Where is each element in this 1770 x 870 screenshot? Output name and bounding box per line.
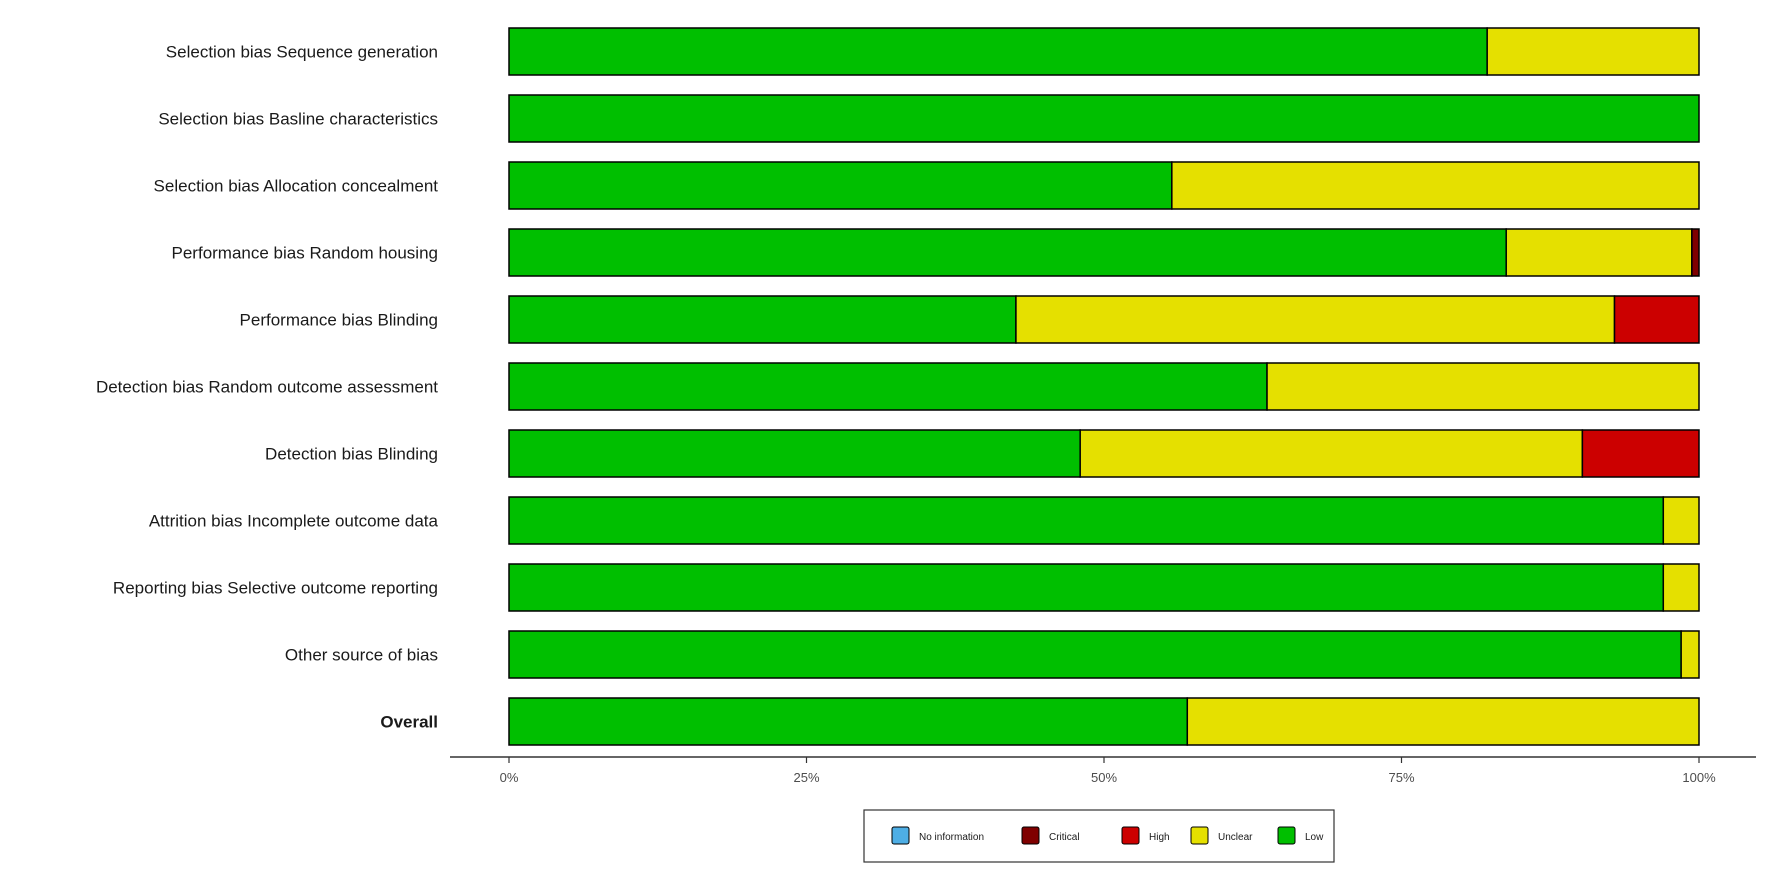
bar-segment-unclear [1186,697,1700,746]
legend-item: Low [1277,826,1324,845]
bar-segment-low [508,362,1268,411]
bar-row: Detection bias Blinding [265,429,1700,478]
legend-item: Critical [1021,826,1080,845]
x-tick-label: 0% [500,770,519,785]
category-label: Attrition bias Incomplete outcome data [149,512,439,531]
bar-row: Selection bias Basline characteristics [158,94,1700,143]
legend-item: No information [891,826,984,845]
legend: No information Critical High Unclear Low [863,809,1335,863]
bar-segment-high [1581,429,1700,478]
chart-rows: Selection bias Sequence generation Select… [96,27,1700,746]
legend-label: High [1149,832,1170,843]
bar-segment-unclear [1079,429,1584,478]
x-tick-label: 75% [1388,770,1414,785]
bar-segment-unclear [1680,630,1700,679]
bar-segment-unclear [1015,295,1616,344]
bar-segment-low [508,429,1081,478]
category-label: Selection bias Sequence generation [166,43,438,62]
bar-segment-low [508,27,1488,76]
category-label: Selection bias Basline characteristics [158,110,438,129]
x-axis: 0% 25% 50% 75% 100% [450,756,1756,785]
bar-segment-unclear [1486,27,1700,76]
bar-segment-unclear [1662,563,1700,612]
bar-row: Detection bias Random outcome assessment [96,362,1700,411]
category-label: Selection bias Allocation concealment [154,177,439,196]
bar-segment-low [508,563,1665,612]
bar-segment-unclear [1171,161,1700,210]
legend-label: Critical [1049,832,1080,843]
legend-swatch [1121,826,1140,845]
bar-segment-low [508,630,1682,679]
bar-segment-unclear [1662,496,1700,545]
bar-segment-unclear [1266,362,1700,411]
bar-segment-low [508,697,1189,746]
bar-segment-low [508,228,1507,277]
bar-segment-high [1613,295,1700,344]
bar-row: Attrition bias Incomplete outcome data [149,496,1700,545]
legend-item: Unclear [1190,826,1253,845]
bar-segment-low [508,295,1017,344]
bar-segment-low [508,496,1665,545]
bar-row: Performance bias Blinding [240,295,1700,344]
bar-row: Performance bias Random housing [172,228,1700,277]
bar-segment-low [508,94,1700,143]
legend-swatch [891,826,910,845]
bar-row: Selection bias Sequence generation [166,27,1700,76]
bar-segment-critical [1691,228,1700,277]
category-label: Overall [380,713,438,732]
bar-row: Selection bias Allocation concealment [154,161,1700,210]
legend-box [863,809,1335,863]
legend-swatch [1021,826,1040,845]
category-label: Reporting bias Selective outcome reporti… [113,579,438,598]
legend-swatch [1190,826,1209,845]
legend-swatch [1277,826,1296,845]
category-label: Detection bias Random outcome assessment [96,378,438,397]
category-label: Other source of bias [285,646,438,665]
x-tick-label: 50% [1091,770,1117,785]
category-label: Performance bias Random housing [172,244,438,263]
legend-label: No information [919,832,984,843]
legend-label: Low [1305,832,1324,843]
bar-row: Other source of bias [285,630,1700,679]
legend-item: High [1121,826,1170,845]
category-label: Detection bias Blinding [265,445,438,464]
legend-label: Unclear [1218,832,1253,843]
category-label: Performance bias Blinding [240,311,438,330]
x-tick-label: 100% [1682,770,1716,785]
bar-segment-unclear [1505,228,1693,277]
bar-row: Overall [380,697,1700,746]
bar-row: Reporting bias Selective outcome reporti… [113,563,1700,612]
bar-segment-low [508,161,1173,210]
x-tick-label: 25% [793,770,819,785]
